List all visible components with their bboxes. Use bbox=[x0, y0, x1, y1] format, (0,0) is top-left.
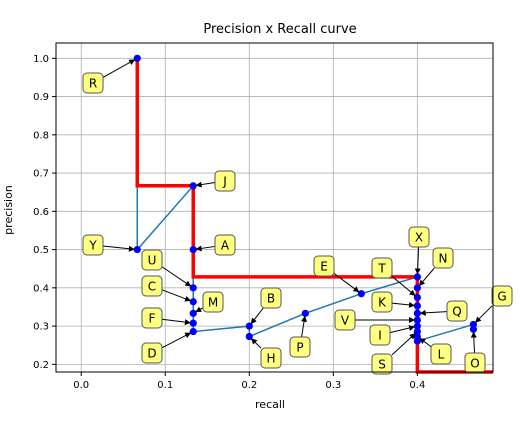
data-point bbox=[190, 246, 197, 253]
y-tick-label: 0.6 bbox=[33, 207, 49, 218]
annotation-label: O bbox=[470, 357, 479, 371]
data-point bbox=[414, 273, 421, 280]
annotation-label: U bbox=[148, 254, 157, 268]
annotation-label: B bbox=[267, 292, 275, 306]
data-point bbox=[414, 302, 421, 309]
data-point bbox=[190, 320, 197, 327]
x-tick-label: 0.2 bbox=[241, 380, 257, 391]
annotation-label: G bbox=[497, 290, 506, 304]
annotation-label: D bbox=[147, 347, 156, 361]
data-point bbox=[302, 310, 309, 317]
x-tick-label: 0.4 bbox=[409, 380, 425, 391]
x-tick-label: 0.3 bbox=[325, 380, 341, 391]
annotation-label: J bbox=[222, 175, 227, 189]
y-tick-label: 1.0 bbox=[33, 54, 49, 65]
annotation-label: N bbox=[439, 252, 448, 266]
data-point bbox=[190, 310, 197, 317]
data-point bbox=[190, 182, 197, 189]
y-tick-label: 0.9 bbox=[33, 92, 49, 103]
annotation-label: F bbox=[149, 312, 156, 326]
annotation-label: P bbox=[296, 341, 303, 355]
x-axis-label: recall bbox=[255, 398, 285, 411]
annotation-label: Q bbox=[452, 305, 461, 319]
data-point bbox=[190, 284, 197, 291]
y-tick-label: 0.2 bbox=[33, 360, 49, 371]
annotation-label: X bbox=[415, 231, 423, 245]
data-point bbox=[470, 326, 477, 333]
annotation-label: M bbox=[208, 296, 218, 310]
annotation-label: A bbox=[221, 239, 230, 253]
annotation-label: Y bbox=[88, 239, 97, 253]
data-point bbox=[414, 310, 421, 317]
annotation-label: R bbox=[89, 77, 97, 91]
annotation-label: E bbox=[320, 260, 328, 274]
y-tick-label: 0.5 bbox=[33, 245, 49, 256]
data-point bbox=[358, 290, 365, 297]
data-point bbox=[134, 55, 141, 62]
y-tick-label: 0.7 bbox=[33, 169, 49, 180]
annotation-label: H bbox=[266, 352, 275, 366]
y-tick-label: 0.4 bbox=[33, 283, 49, 294]
annotation-label: V bbox=[341, 314, 350, 328]
y-tick-label: 0.8 bbox=[33, 130, 49, 141]
annotation-label: K bbox=[378, 296, 387, 310]
data-point bbox=[190, 328, 197, 335]
annotation-label: L bbox=[438, 348, 445, 362]
x-tick-label: 0.0 bbox=[73, 380, 89, 391]
annotation-label: I bbox=[378, 329, 382, 343]
annotation-label: S bbox=[378, 358, 386, 372]
annotation-label: T bbox=[377, 262, 386, 276]
chart-title: Precision x Recall curve bbox=[203, 22, 356, 37]
y-axis-label: precision bbox=[2, 185, 15, 235]
data-point bbox=[190, 298, 197, 305]
annotation-label: C bbox=[148, 280, 156, 294]
y-tick-label: 0.3 bbox=[33, 322, 49, 333]
x-tick-label: 0.1 bbox=[157, 380, 173, 391]
data-point bbox=[134, 246, 141, 253]
